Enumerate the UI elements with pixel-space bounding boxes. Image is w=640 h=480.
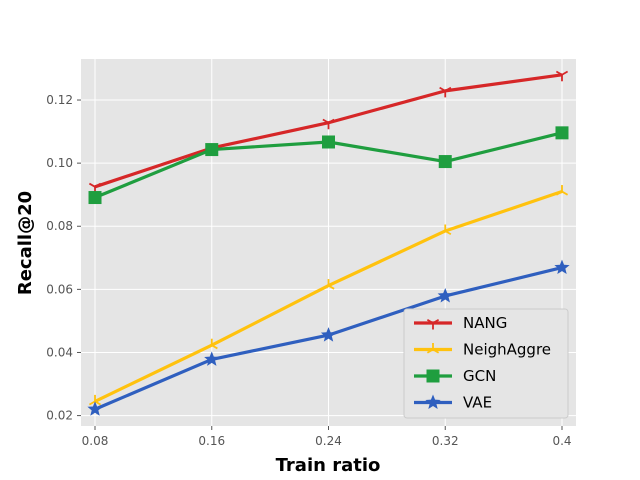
x-axis: 0.08 0.16 0.24 0.32 0.4 — [82, 426, 572, 448]
series-layer — [87, 70, 570, 416]
data-point — [87, 401, 103, 416]
legend-label: NANG — [463, 314, 507, 332]
y-axis-label: Recall@20 — [15, 191, 36, 295]
legend-entry: VAE — [414, 394, 492, 412]
y-tick-label: 0.02 — [46, 409, 73, 423]
legend-label: NeighAggre — [463, 341, 551, 359]
x-axis-label: Train ratio — [276, 455, 381, 476]
x-tick-label: 0.08 — [82, 434, 109, 448]
data-point — [437, 287, 453, 303]
legend-box — [403, 308, 569, 419]
data-point — [555, 126, 569, 140]
y-tick-label: 0.04 — [46, 345, 73, 359]
data-point — [439, 86, 452, 98]
y-tick-label: 0.10 — [46, 156, 73, 170]
y-tick-label: 0.06 — [46, 282, 73, 296]
x-tick-label: 0.24 — [315, 434, 342, 448]
legend-entry: NeighAggre — [414, 341, 551, 359]
legend-entry: NANG — [414, 314, 507, 332]
legend-marker — [426, 318, 440, 330]
y-tick-label: 0.08 — [46, 219, 73, 233]
legend-marker — [426, 343, 440, 354]
data-point — [320, 327, 337, 342]
series-gcn — [88, 126, 569, 205]
legend-entry: GCN — [414, 367, 496, 385]
legend-marker — [425, 394, 441, 409]
data-point — [554, 259, 570, 275]
legend-label: GCN — [463, 367, 496, 385]
series-vae — [87, 259, 570, 416]
data-point — [322, 135, 335, 149]
legend-label: VAE — [463, 394, 492, 412]
x-tick-label: 0.16 — [198, 434, 225, 448]
data-point — [88, 191, 102, 205]
x-tick-label: 0.32 — [432, 434, 459, 448]
grid — [81, 59, 576, 426]
y-axis: 0.02 0.04 0.06 0.08 0.10 0.12 — [46, 93, 81, 423]
data-point — [322, 279, 335, 290]
data-point — [204, 351, 220, 366]
x-tick-label: 0.4 — [552, 434, 571, 448]
legend-marker — [426, 369, 440, 383]
data-point — [205, 143, 219, 157]
data-point — [555, 70, 569, 82]
data-point — [555, 185, 569, 196]
data-point — [322, 118, 335, 130]
series-neighaggre — [88, 185, 569, 406]
data-point — [438, 155, 452, 169]
data-point — [205, 338, 218, 350]
data-point — [88, 394, 102, 406]
data-point — [439, 224, 452, 236]
y-tick-label: 0.12 — [46, 93, 73, 107]
legend: NANG NeighAggre GCN VAE — [403, 308, 569, 419]
